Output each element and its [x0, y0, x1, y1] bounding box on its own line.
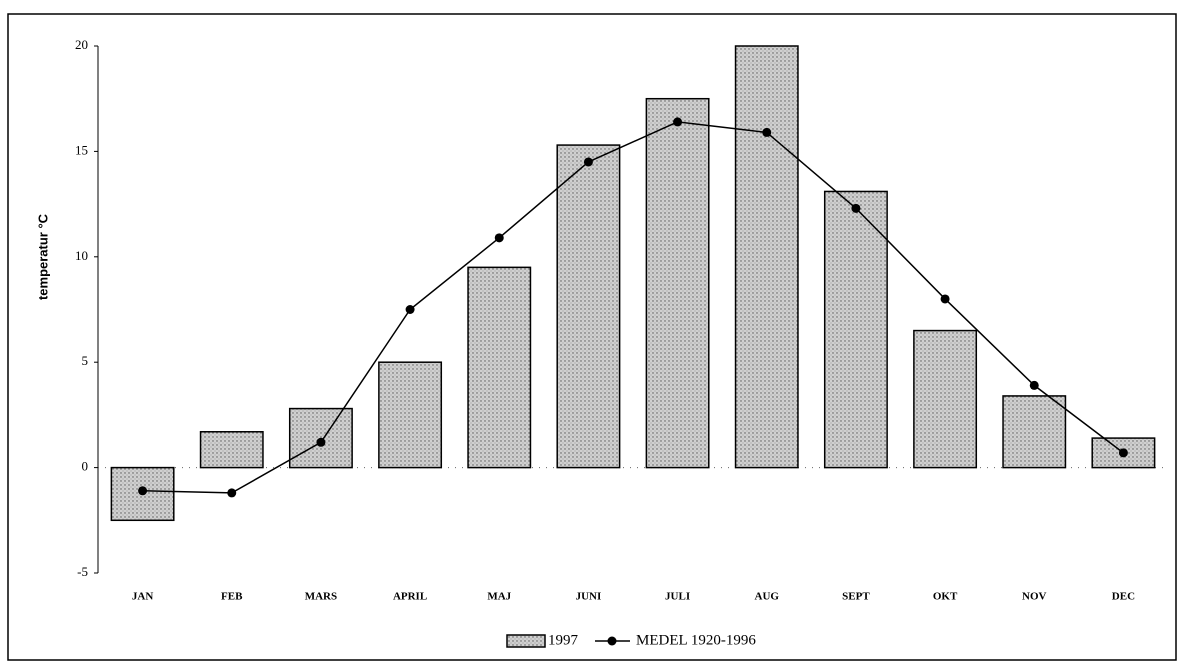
bar [199, 431, 264, 469]
point [316, 437, 326, 447]
point [762, 127, 772, 137]
x-tick-label: JAN [132, 591, 153, 603]
point [1118, 448, 1128, 458]
y-tick-label: -5 [77, 564, 88, 579]
legend-marker [607, 636, 617, 646]
bar [556, 144, 621, 469]
x-tick-label: OKT [933, 591, 958, 603]
x-tick-label: MAJ [487, 591, 511, 603]
legend-label: 1997 [548, 632, 579, 648]
bar [645, 97, 710, 469]
point [1029, 380, 1039, 390]
point [583, 157, 593, 167]
point [138, 486, 148, 496]
bar [288, 407, 353, 469]
y-tick-label: 0 [82, 459, 89, 474]
point [494, 233, 504, 243]
y-tick-label: 15 [75, 142, 88, 157]
legend-swatch [506, 634, 546, 648]
y-axis-label: temperatur °C [35, 213, 50, 300]
x-tick-label: FEB [221, 591, 243, 603]
bar [378, 361, 443, 469]
x-tick-label: JULI [665, 591, 690, 603]
bar [1002, 395, 1067, 469]
legend-label: MEDEL 1920-1996 [636, 632, 756, 648]
x-tick-label: APRIL [393, 591, 427, 603]
x-tick-label: MARS [305, 591, 337, 603]
x-tick-label: JUNI [576, 591, 602, 603]
y-tick-label: 5 [82, 353, 89, 368]
chart-border [7, 13, 1177, 661]
bar [734, 45, 799, 469]
y-tick-label: 20 [75, 37, 88, 52]
point [227, 488, 237, 498]
bar [1091, 437, 1156, 469]
bar [467, 266, 532, 469]
x-tick-label: SEPT [842, 591, 870, 603]
line [142, 121, 1124, 494]
point [405, 305, 415, 314]
point [851, 203, 861, 213]
point [673, 117, 683, 127]
y-tick-label: 10 [75, 248, 88, 263]
x-tick-label: AUG [755, 591, 780, 603]
x-tick-label: NOV [1022, 591, 1047, 603]
bar [913, 329, 978, 469]
x-tick-label: DEC [1112, 591, 1135, 603]
bar [823, 190, 888, 469]
point [940, 294, 950, 304]
